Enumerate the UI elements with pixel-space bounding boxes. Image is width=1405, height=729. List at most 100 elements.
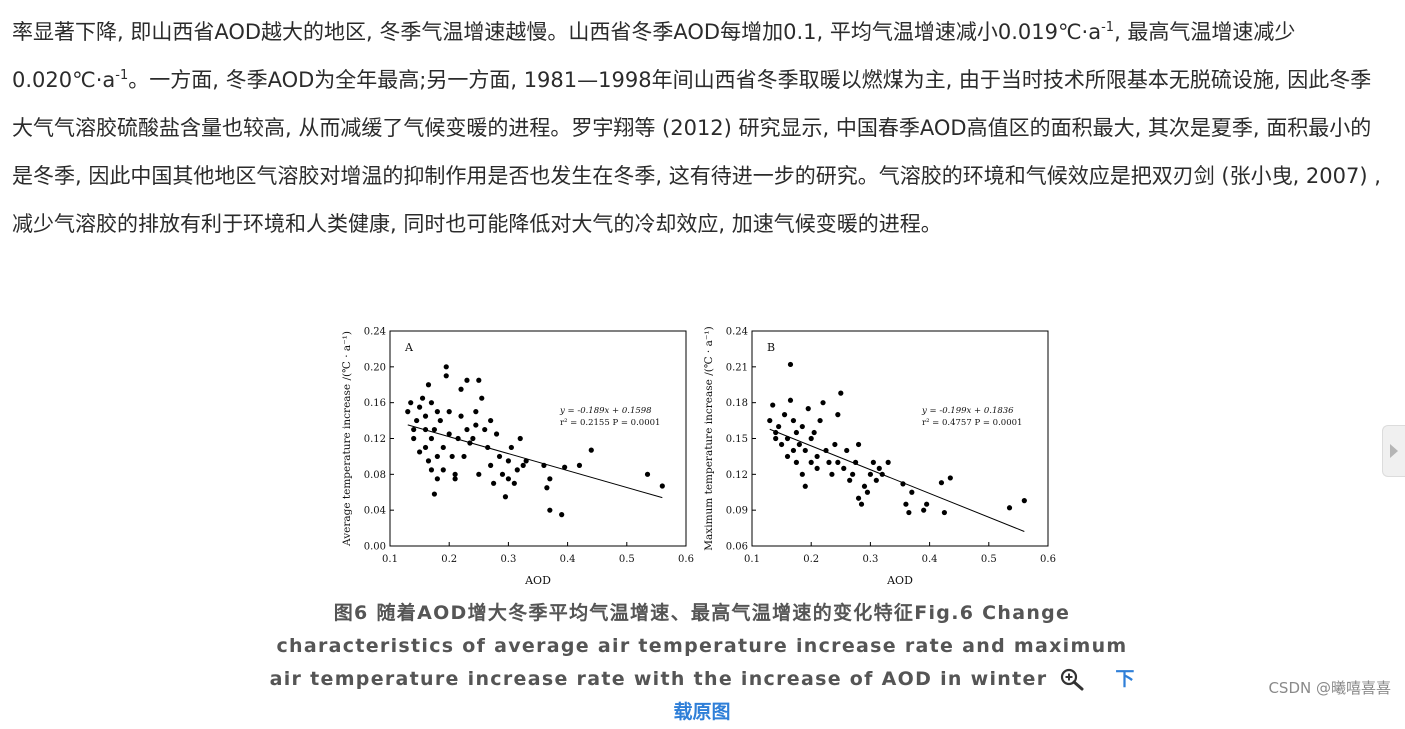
panel-a-data-point bbox=[644, 471, 651, 477]
panel-b-data-point bbox=[773, 435, 779, 442]
panel-b-data-point bbox=[941, 509, 948, 516]
panel-b-xtick-label: 0.4 bbox=[922, 554, 938, 565]
paragraph-part-1: 率显著下降, 即山西省AOD越大的地区, 冬季气温增速越慢。山西省冬季AOD每增… bbox=[12, 20, 1102, 44]
panel-b-data-point bbox=[814, 465, 820, 471]
panel-b-data-point bbox=[947, 475, 953, 481]
panel-b-data-point bbox=[835, 459, 841, 465]
panel-b-data-point bbox=[799, 471, 805, 477]
panel-b-data-point bbox=[858, 501, 865, 507]
panel-a-panel-letter: A bbox=[404, 341, 414, 354]
panel-b-data-point bbox=[784, 453, 791, 460]
panel-a-ytick-label: 0.00 bbox=[364, 542, 386, 553]
panel-b-data-point bbox=[779, 441, 785, 448]
figure-6-svg: 0.00 0.04 0.08 0.12 0.16 0.20 0.24 0.1 0.2 0.3 0.4… bbox=[341, 326, 1056, 587]
panel-b-data-point bbox=[823, 447, 829, 454]
panel-a-ytick-label: 0.24 bbox=[364, 327, 386, 338]
panel-b-ytick-label: 0.09 bbox=[726, 506, 748, 517]
panel-b-data-point bbox=[811, 429, 817, 436]
panel-b-data-point bbox=[787, 361, 794, 368]
panel-a-ytick-label: 0.08 bbox=[364, 470, 386, 481]
panel-a-regression-stats: r² = 0.2155 P = 0.0001 bbox=[560, 418, 660, 428]
panel-b-data-point bbox=[850, 471, 856, 477]
panel-a-data-point bbox=[434, 453, 440, 460]
panel-b-data-point bbox=[814, 453, 820, 460]
panel-b-xtick-label: 0.1 bbox=[744, 554, 760, 565]
panel-b-x-axis-label: AOD bbox=[886, 574, 913, 587]
panel-a-xtick-label: 0.2 bbox=[441, 554, 457, 565]
panel-a-data-point bbox=[431, 426, 437, 433]
panel-a-data-point bbox=[431, 491, 437, 497]
panel-a-data-point bbox=[517, 435, 523, 442]
panel-a-data-point bbox=[559, 512, 565, 518]
panel-a-data-point bbox=[422, 413, 429, 419]
panel-b-data-point bbox=[924, 501, 930, 507]
panel-a-xtick-label: 0.4 bbox=[560, 554, 576, 565]
panel-b-y-axis-label: Maximum temperature increase /(℃ · a⁻¹) bbox=[703, 326, 715, 550]
panel-b-data-point bbox=[793, 459, 799, 465]
panel-a-y-axis-label: Average temperature increase /(℃ · a⁻¹) bbox=[341, 331, 353, 547]
panel-b-data-point bbox=[841, 465, 847, 471]
panel-a-data-point bbox=[541, 462, 547, 468]
panel-a-data-point bbox=[422, 444, 429, 451]
panel-b-data-point bbox=[870, 459, 876, 465]
panel-a-x-axis-label: AOD bbox=[524, 574, 551, 587]
panel-b-fit-line bbox=[769, 428, 1025, 532]
panel-a-data-point bbox=[511, 480, 517, 486]
paragraph-part-2: , 最高气温增速减少0.020℃·a bbox=[12, 20, 1296, 92]
panel-b-data-point bbox=[879, 471, 885, 477]
panel-b-data-point bbox=[790, 447, 797, 454]
panel-a-data-point bbox=[449, 453, 455, 460]
panel-a-data-point bbox=[499, 471, 506, 477]
panel-a-data-point bbox=[523, 458, 529, 464]
panel-b-data-point bbox=[873, 477, 879, 483]
panel-a-data-point bbox=[452, 471, 458, 477]
paragraph-part-3: 。一方面, 冬季AOD为全年最高;另一方面, 1981—1998年间山西省冬季取… bbox=[12, 68, 1381, 236]
panel-a-data-point bbox=[505, 476, 511, 482]
panel-b-ytick-label: 0.24 bbox=[726, 327, 748, 338]
panel-a-data-point bbox=[496, 453, 503, 460]
panel-b-data-point bbox=[853, 459, 859, 465]
panel-b-data-point bbox=[793, 429, 799, 436]
panel-b-data-point bbox=[802, 447, 808, 454]
panel-a-data-point bbox=[562, 464, 568, 470]
panel-b-data-point bbox=[829, 471, 835, 477]
panel-a-data-point bbox=[470, 435, 476, 442]
panel-b-data-point bbox=[876, 465, 882, 471]
panel-a-data-point bbox=[428, 435, 435, 442]
panel-b-data-point bbox=[805, 406, 811, 412]
panel-b-data-point bbox=[861, 483, 868, 489]
panel-b-data-point bbox=[847, 477, 853, 483]
panel-a-data-point bbox=[434, 409, 440, 415]
panel-a-data-point bbox=[417, 404, 423, 410]
panel-b-data-point bbox=[784, 435, 791, 442]
panel-b-data-point bbox=[808, 435, 814, 442]
side-expand-tab[interactable] bbox=[1382, 425, 1405, 477]
panel-b-data-point bbox=[938, 480, 945, 486]
panel-a-plot-frame bbox=[389, 330, 687, 547]
panel-a-data-point bbox=[443, 364, 449, 370]
panel-b-regression-stats: r² = 0.4757 P = 0.0001 bbox=[922, 418, 1022, 428]
panel-a-data-point bbox=[505, 458, 511, 464]
panel-a-ytick-label: 0.20 bbox=[364, 362, 386, 373]
panel-a-data-point bbox=[419, 395, 426, 401]
panel-b-data-point bbox=[900, 481, 906, 487]
zoom-in-icon[interactable] bbox=[1059, 667, 1087, 691]
panel-a-regression-equation: y = -0.189x + 0.1598 bbox=[559, 406, 652, 416]
panel-a-data-point bbox=[479, 395, 485, 401]
superscript-1: -1 bbox=[1101, 20, 1115, 35]
panel-a-data-point bbox=[485, 444, 491, 451]
panel-a-data-point bbox=[437, 417, 443, 424]
panel-b-xtick-label: 0.5 bbox=[981, 554, 997, 565]
panel-a-ytick-label: 0.16 bbox=[364, 398, 386, 409]
chevron-right-icon bbox=[1390, 444, 1398, 458]
panel-b-ytick-label: 0.21 bbox=[726, 362, 748, 373]
panel-b-data-point bbox=[844, 447, 850, 454]
panel-b-data-point bbox=[1006, 505, 1013, 511]
article-paragraph: 率显著下降, 即山西省AOD越大的地区, 冬季气温增速越慢。山西省冬季AOD每增… bbox=[12, 8, 1384, 248]
panel-a-ytick-label: 0.04 bbox=[364, 506, 386, 517]
panel-b-data-point bbox=[817, 417, 823, 424]
panel-a-data-point bbox=[547, 476, 553, 482]
panel-b-data-point bbox=[903, 501, 909, 507]
panel-b-data-point bbox=[790, 417, 797, 424]
panel-a-data-point bbox=[422, 426, 429, 433]
